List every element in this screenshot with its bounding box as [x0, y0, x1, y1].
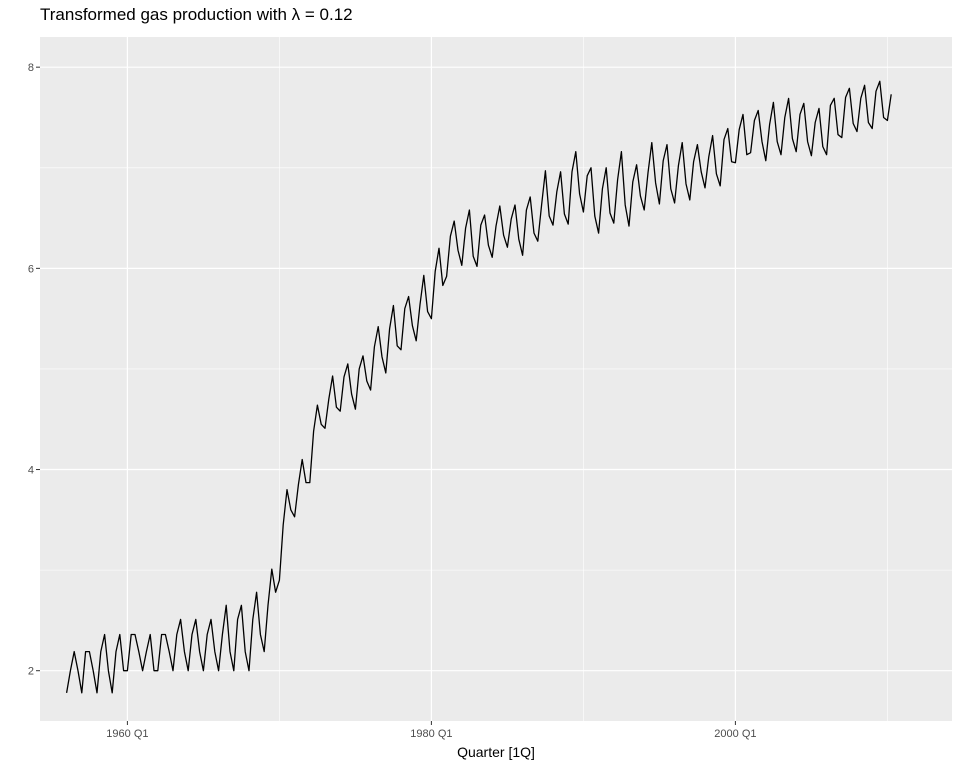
series-line: [65, 80, 892, 694]
y-tick-label: 2: [28, 666, 34, 678]
x-axis: 1960 Q1 1980 Q1 2000 Q1: [106, 721, 757, 740]
x-axis-title: Quarter [1Q]: [457, 744, 535, 760]
plot-panel: [40, 37, 952, 721]
major-gridlines: [40, 37, 952, 721]
chart-title: Transformed gas production with λ = 0.12: [40, 5, 353, 24]
minor-gridlines: [40, 37, 952, 721]
y-axis: 2 4 6 8: [28, 62, 40, 678]
x-tick-label: 1980 Q1: [410, 728, 452, 740]
y-tick-label: 8: [28, 62, 34, 74]
x-tick-label: 2000 Q1: [714, 728, 756, 740]
x-tick-label: 1960 Q1: [106, 728, 148, 740]
y-tick-label: 6: [28, 263, 34, 275]
y-tick-label: 4: [28, 465, 34, 477]
